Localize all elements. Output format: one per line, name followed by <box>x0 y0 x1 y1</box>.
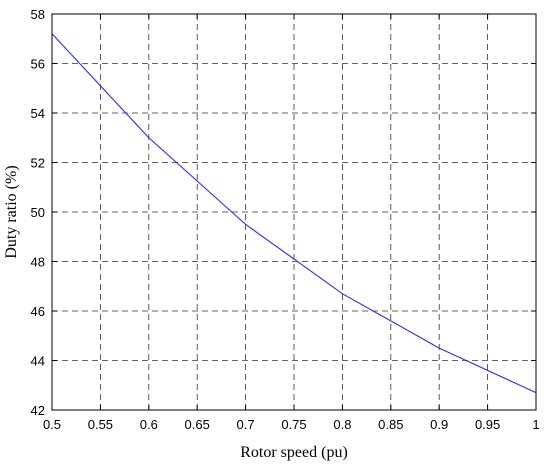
y-gridlines <box>52 13 536 411</box>
y-tick-label: 54 <box>31 106 45 121</box>
x-tick-labels: 0.5 0.55 0.6 0.65 0.7 0.75 0.8 0.85 0.9 0.95 1 <box>43 417 540 432</box>
x-tick-label: 0.85 <box>378 417 403 432</box>
x-tick-label: 1 <box>532 417 539 432</box>
y-tick-label: 48 <box>31 255 45 270</box>
y-tick-label: 58 <box>31 7 45 22</box>
y-tick-label: 50 <box>31 205 45 220</box>
x-tick-label: 0.6 <box>140 417 158 432</box>
x-tick-label: 0.55 <box>88 417 113 432</box>
x-axis-label: Rotor speed (pu) <box>240 444 348 461</box>
y-tick-label: 44 <box>31 354 45 369</box>
x-tick-label: 0.95 <box>475 417 500 432</box>
y-tick-label: 46 <box>31 304 45 319</box>
x-tick-label: 0.75 <box>281 417 306 432</box>
series-layer <box>51 33 537 394</box>
y-tick-label: 42 <box>31 403 45 418</box>
series-line <box>51 33 537 394</box>
x-tick-label: 0.7 <box>237 417 255 432</box>
y-tick-label: 52 <box>31 156 45 171</box>
x-tick-label: 0.5 <box>43 417 61 432</box>
y-axis-label: Duty ratio (%) <box>3 165 20 258</box>
plot-border <box>51 13 537 411</box>
x-gridlines <box>51 14 537 410</box>
x-tick-label: 0.9 <box>430 417 448 432</box>
x-tick-label: 0.8 <box>333 417 351 432</box>
y-tick-labels: 42 44 46 48 50 52 54 56 58 <box>31 7 45 418</box>
y-tick-label: 56 <box>31 57 45 72</box>
x-tick-label: 0.65 <box>185 417 210 432</box>
